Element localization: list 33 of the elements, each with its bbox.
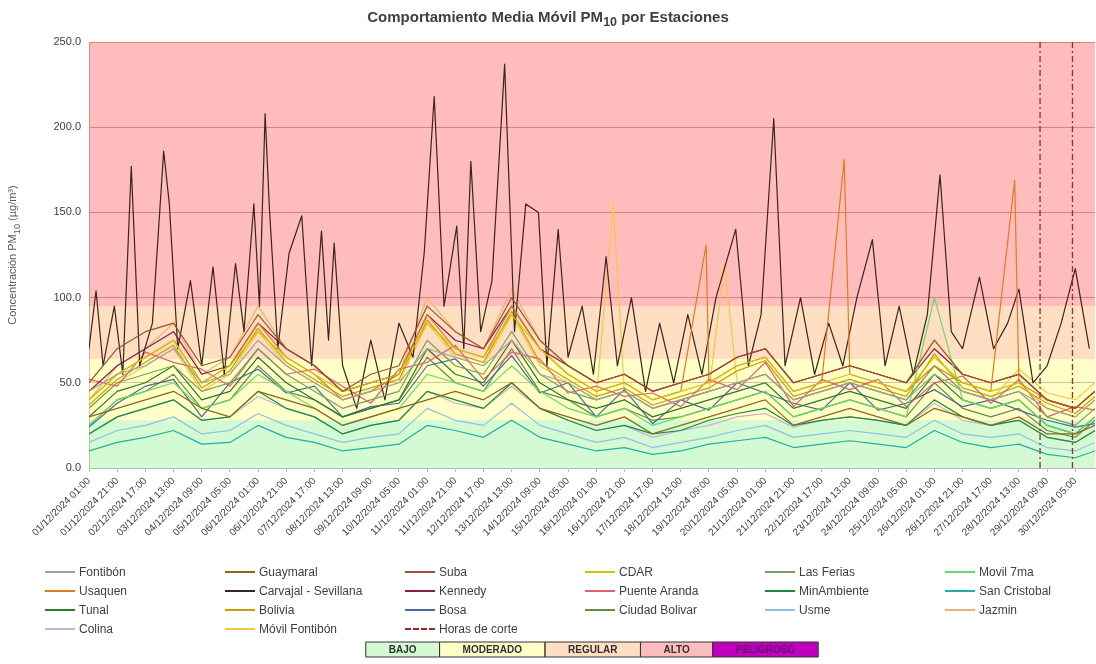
legend-label: MODERADO	[462, 644, 523, 656]
legend-label: Usme	[799, 602, 831, 617]
legend-label: BAJO	[388, 644, 417, 656]
legend-label: CDAR	[619, 564, 654, 579]
text: PELIGROSO	[735, 644, 796, 656]
legend-label: Las Ferias	[799, 564, 856, 579]
legend-label: Colina	[79, 621, 114, 636]
chart-title: Comportamiento Media Móvil PM$_{10}$ por Estaciones	[366, 8, 730, 29]
legend-label: Jazmin	[979, 602, 1018, 617]
legend-label: REGULAR	[568, 644, 619, 656]
legend-label: Kennedy	[439, 583, 487, 598]
legend-label: Tunal	[79, 602, 109, 617]
y-tick-label: 200.0	[53, 120, 81, 133]
legend-label: Puente Aranda	[619, 583, 699, 598]
y-tick-label: 50.0	[59, 375, 81, 388]
legend-label: MinAmbiente	[799, 583, 870, 598]
legend-label: Fontibón	[79, 564, 126, 579]
legend-label: Bosa	[439, 602, 467, 617]
legend-label: Bolivia	[259, 602, 295, 617]
legend-label: San Cristobal	[979, 583, 1052, 598]
y-tick-label: 100.0	[53, 290, 81, 303]
legend-label: ALTO	[663, 644, 690, 656]
legend-label: Usaquen	[79, 583, 128, 598]
legend-label: Ciudad Bolivar	[619, 602, 698, 617]
legend-label: Carvajal - Sevillana	[259, 583, 363, 598]
legend-label: Guaymaral	[259, 564, 318, 579]
y-tick-label: 250.0	[53, 35, 81, 48]
legend-label: Suba	[439, 564, 468, 579]
legend-label: Móvil Fontibón	[259, 621, 338, 636]
y-tick-label: 0.0	[65, 461, 81, 474]
legend-label: Movil 7ma	[979, 564, 1034, 579]
y-tick-label: 150.0	[53, 205, 81, 218]
legend-label: Horas de corte	[439, 621, 518, 636]
